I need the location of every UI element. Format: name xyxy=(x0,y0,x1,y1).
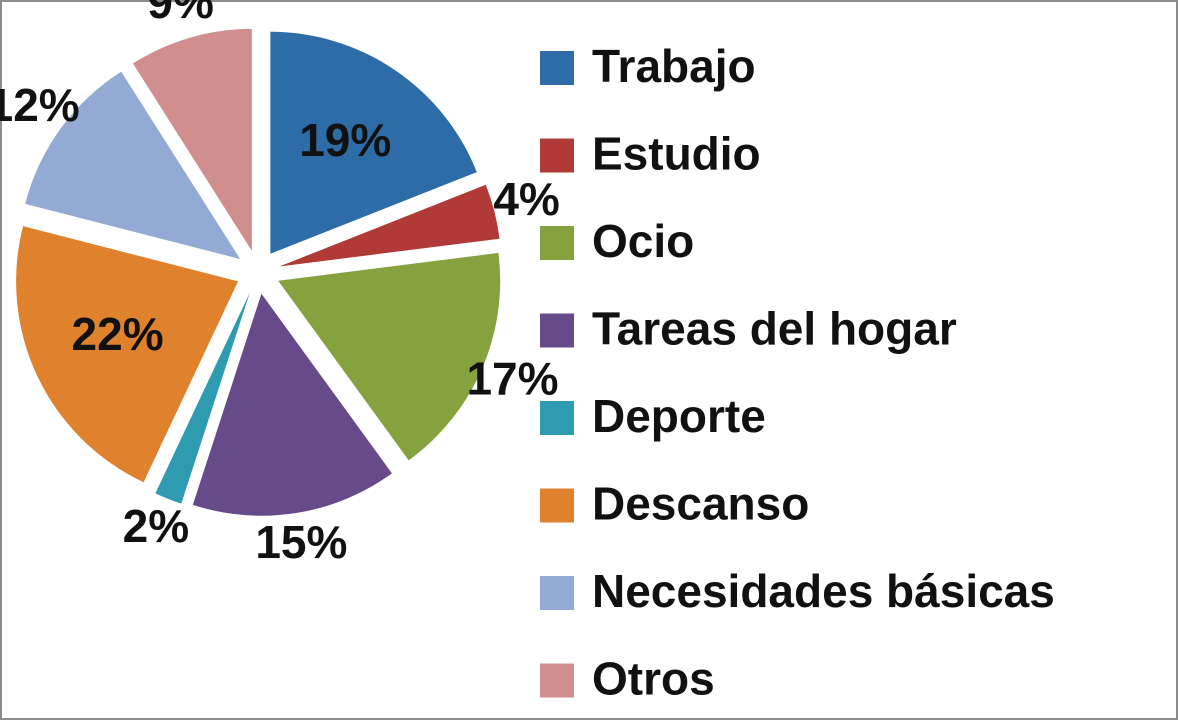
legend-swatch xyxy=(540,488,574,523)
legend-swatch xyxy=(540,401,574,435)
legend-label: Descanso xyxy=(592,478,809,530)
legend-label: Tareas del hogar xyxy=(592,303,957,355)
pie-slice xyxy=(270,31,477,254)
data-label: 19% xyxy=(299,114,391,166)
legend-swatch xyxy=(540,226,574,260)
legend-label: Necesidades básicas xyxy=(592,565,1055,617)
data-label: 2% xyxy=(123,500,189,552)
data-label: 15% xyxy=(255,516,347,568)
legend-swatch xyxy=(540,663,574,698)
legend-swatch xyxy=(540,576,574,610)
legend-label: Otros xyxy=(592,653,715,705)
data-label: 12% xyxy=(0,79,80,131)
pie-slice xyxy=(279,184,500,267)
data-label: 9% xyxy=(147,0,213,28)
pie-slice xyxy=(25,71,241,260)
data-label: 22% xyxy=(72,308,164,360)
legend-label: Ocio xyxy=(592,215,694,267)
data-label: 4% xyxy=(493,173,559,225)
pie-slice xyxy=(132,28,252,251)
legend-label: Deporte xyxy=(592,390,766,442)
legend-swatch xyxy=(540,138,574,173)
legend-label: Estudio xyxy=(592,128,761,180)
data-label: 17% xyxy=(466,352,558,404)
pie-slice xyxy=(192,293,392,516)
pie-slice xyxy=(155,292,250,504)
legend-label: Trabajo xyxy=(592,40,756,92)
pie-slice xyxy=(16,226,239,483)
legend-swatch xyxy=(540,51,574,85)
legend-swatch xyxy=(540,313,574,348)
pie-slice xyxy=(278,252,501,461)
